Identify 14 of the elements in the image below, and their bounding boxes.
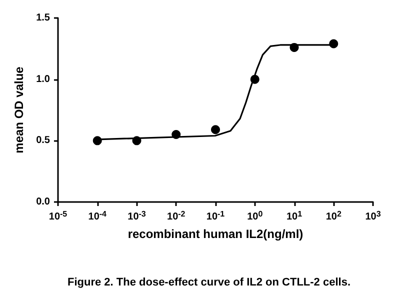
point bbox=[250, 74, 260, 84]
point bbox=[290, 42, 299, 52]
x-axis-title: recombinant human IL2(ng/ml) bbox=[128, 227, 304, 241]
y-tick-label: 0.5 bbox=[36, 135, 50, 146]
y-tick-label: 0.0 bbox=[36, 196, 50, 208]
point bbox=[211, 125, 220, 134]
y-tick-label: 1.0 bbox=[36, 74, 50, 85]
y-axis-title: mean OD value bbox=[12, 66, 26, 154]
point bbox=[132, 136, 142, 146]
point bbox=[172, 130, 181, 140]
point bbox=[329, 39, 338, 48]
point bbox=[92, 136, 102, 146]
caption: Figure 2. The dose-effect curve of IL2 on CTLL-2 cells. bbox=[68, 276, 350, 288]
y-tick-label: 1.5 bbox=[36, 12, 50, 24]
